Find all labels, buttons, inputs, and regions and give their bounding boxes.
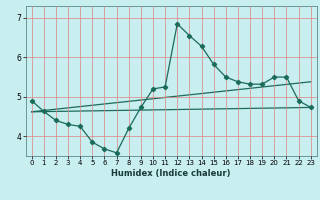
X-axis label: Humidex (Indice chaleur): Humidex (Indice chaleur) [111, 169, 231, 178]
